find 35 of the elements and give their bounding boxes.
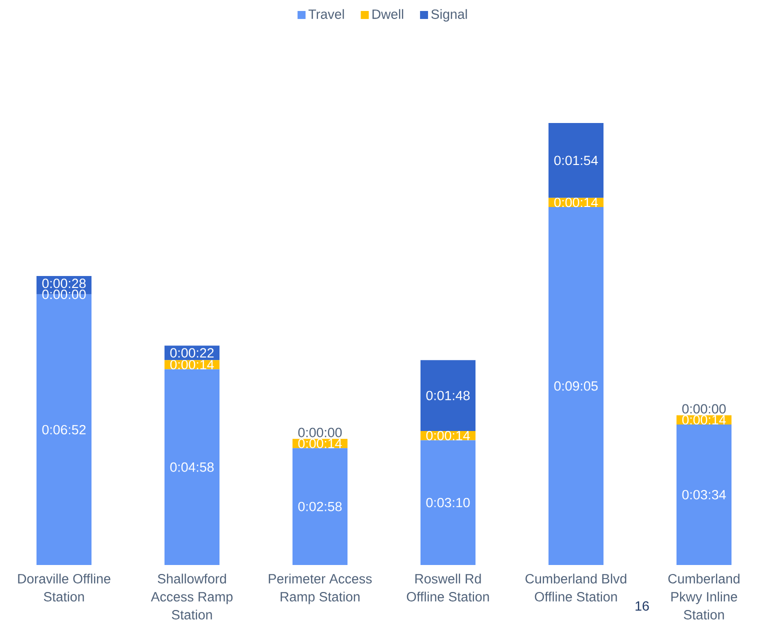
data-label: 0:02:58 xyxy=(298,502,342,512)
legend-label: Signal xyxy=(431,9,467,22)
text: 16 xyxy=(636,601,649,611)
bar xyxy=(676,424,732,565)
bar xyxy=(292,448,348,565)
data-label: 0:00:14 xyxy=(298,438,342,448)
data-label: 0:06:52 xyxy=(42,424,86,434)
legend-label: Dwell xyxy=(372,9,404,19)
x-tick-label: Cumberland Blvd Offline Station xyxy=(526,574,626,602)
data-label: 0:00:28 xyxy=(42,278,86,288)
data-label: 0:03:34 xyxy=(682,490,726,500)
data-label: 0:01:54 xyxy=(554,156,598,166)
bar xyxy=(548,207,604,565)
x-tick-label: Cumberland Pkwy Inline Station xyxy=(668,574,740,620)
data-label: 0:00:00 xyxy=(42,290,86,300)
data-label: 0:03:10 xyxy=(426,498,470,508)
data-label: 0:00:22 xyxy=(170,348,214,358)
bar xyxy=(548,122,604,198)
bar xyxy=(164,369,220,565)
x-tick-label: Shallowford Access Ramp Station xyxy=(150,574,233,620)
data-label: 0:00:14 xyxy=(554,198,598,208)
x-tick-label: Doraville Offline Station xyxy=(18,574,110,602)
data-label: 0:00:00 xyxy=(298,428,342,438)
legend-label: Travel xyxy=(308,9,344,19)
data-label: 0:09:05 xyxy=(554,381,598,391)
data-label: 0:00:14 xyxy=(426,430,470,440)
x-tick-label: Perimeter Access Ramp Station xyxy=(268,574,372,604)
bar xyxy=(420,360,476,432)
data-label: 0:04:58 xyxy=(170,462,214,472)
data-label: 0:01:48 xyxy=(426,390,470,400)
data-label: 0:00:00 xyxy=(682,404,726,414)
bar xyxy=(420,440,476,565)
data-label: 0:00:14 xyxy=(682,415,726,425)
data-label: 0:00:14 xyxy=(170,360,214,370)
x-tick-label: Roswell Rd Offline Station xyxy=(406,574,489,602)
